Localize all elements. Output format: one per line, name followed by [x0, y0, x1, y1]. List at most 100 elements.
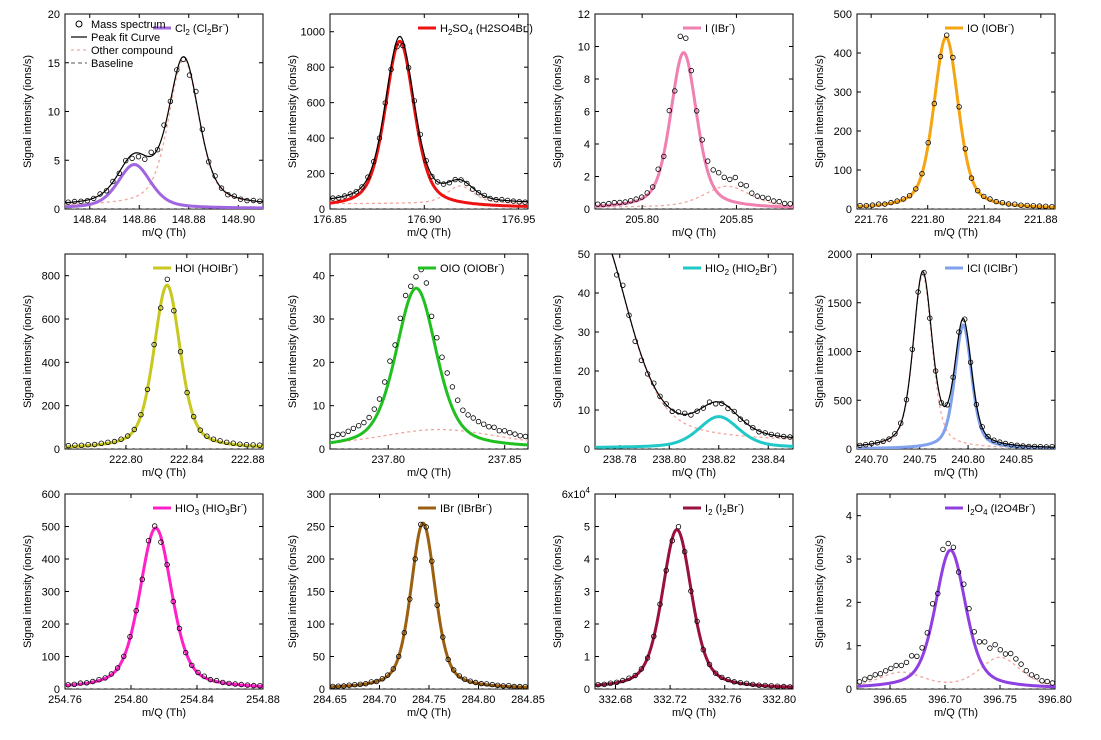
x-tick-label: 284.80 [462, 694, 496, 706]
x-tick-label: 238.82 [702, 454, 736, 466]
legend-text: OIO [440, 263, 461, 275]
data-point [721, 174, 727, 180]
data-point [382, 379, 388, 385]
y-axis-label: Signal intensity (ions/s) [552, 55, 564, 168]
data-point [913, 186, 919, 192]
legend-text: ) [235, 263, 239, 275]
x-axis-label: m/Q (Th) [934, 467, 978, 479]
data-point [663, 401, 669, 407]
data-point [600, 201, 606, 208]
legend-sup: - [232, 260, 235, 269]
data-point [213, 677, 220, 684]
data-point [999, 199, 1006, 206]
data-point [161, 122, 167, 128]
data-point [1002, 440, 1009, 447]
y-tick-label: 500 [834, 395, 852, 407]
data-point [511, 683, 517, 689]
y-tick-label: 50 [313, 652, 325, 664]
data-point [682, 410, 688, 416]
y-tick-label: 0 [319, 444, 325, 456]
data-point [90, 195, 97, 202]
y-tick-label: 200 [307, 554, 325, 566]
data-point [1008, 650, 1014, 657]
legend-text: ) [1032, 503, 1036, 515]
data-point [151, 523, 158, 529]
y-tick-label: 5 [54, 155, 60, 167]
data-point [154, 146, 161, 153]
data-point [499, 196, 505, 203]
chart-panel-ibr: 284.65 284.70 284.75 284.80 284.85 0 50 100 150 2… [287, 489, 545, 719]
legend-text: (OIOBr [460, 263, 498, 275]
data-point [397, 315, 403, 321]
data-point [1031, 443, 1038, 449]
data-point [401, 630, 407, 636]
y-tick-label: 40 [578, 288, 590, 300]
data-point [177, 349, 184, 355]
peak-fit-i2 [595, 527, 793, 689]
data-point [924, 630, 930, 636]
chart-panel-io: 221.76 221.80 221.84 221.88 0 100 200 300 400 500… [814, 9, 1058, 239]
data-point [669, 538, 675, 544]
data-point [706, 399, 713, 405]
data-point [481, 421, 487, 427]
data-point [388, 66, 394, 73]
legend-text: ) [773, 263, 777, 275]
y-tick-label: 300 [834, 87, 852, 99]
data-point [91, 441, 98, 448]
y-tick-label: 2 [584, 172, 590, 184]
x-tick-label: 176.95 [502, 214, 536, 226]
data-point [620, 677, 626, 684]
data-point [894, 198, 900, 204]
x-axis-label: m/Q (Th) [934, 227, 978, 239]
data-point [85, 442, 91, 448]
data-point [250, 442, 256, 448]
data-point [716, 169, 722, 176]
legend-text: I [705, 23, 708, 35]
data-point [1044, 678, 1050, 685]
data-point [122, 157, 129, 164]
peak-fit-icl [857, 323, 1055, 449]
data-point [186, 72, 193, 78]
y-exponent: 4 [586, 486, 591, 495]
y-tick-label: 100 [307, 619, 325, 631]
data-point [407, 596, 413, 602]
y-tick-label: 4 [584, 554, 590, 566]
data-point [411, 98, 418, 104]
peak-fit-ibr [330, 521, 528, 689]
data-point [611, 199, 617, 206]
data-point [501, 428, 508, 434]
x-tick-label: 284.85 [511, 694, 545, 706]
legend-text: (H2SO4Br [473, 23, 527, 35]
data-point [516, 199, 522, 205]
data-point [620, 282, 626, 288]
x-axis-label: m/Q (Th) [407, 467, 451, 479]
data-point [945, 540, 951, 547]
data-point [699, 137, 705, 143]
x-tick-label: 240.70 [855, 454, 889, 466]
data-point [863, 442, 869, 448]
y-tick-label: 0 [846, 204, 852, 216]
data-point [394, 44, 400, 50]
data-point [402, 292, 409, 299]
data-point [938, 400, 945, 406]
data-point [204, 433, 210, 439]
y-tick-label: 600 [307, 98, 325, 110]
data-point [787, 434, 793, 440]
data-point [244, 197, 250, 204]
legend-text: SO [452, 23, 468, 35]
data-point [199, 126, 205, 132]
x-tick-label: 221.84 [967, 214, 1001, 226]
data-point [749, 190, 755, 196]
common-legend-label: Baseline [91, 58, 133, 70]
x-axis-label: m/Q (Th) [672, 707, 716, 719]
legend-sub: 4 [468, 28, 473, 37]
data-point [883, 668, 889, 674]
data-point [638, 666, 645, 672]
legend-label: I (IBr-) [705, 20, 735, 35]
data-point [413, 274, 419, 280]
y-tick-label: 300 [307, 489, 325, 501]
data-point [655, 166, 661, 172]
data-point [223, 439, 230, 445]
total-fit-curve [65, 56, 263, 204]
